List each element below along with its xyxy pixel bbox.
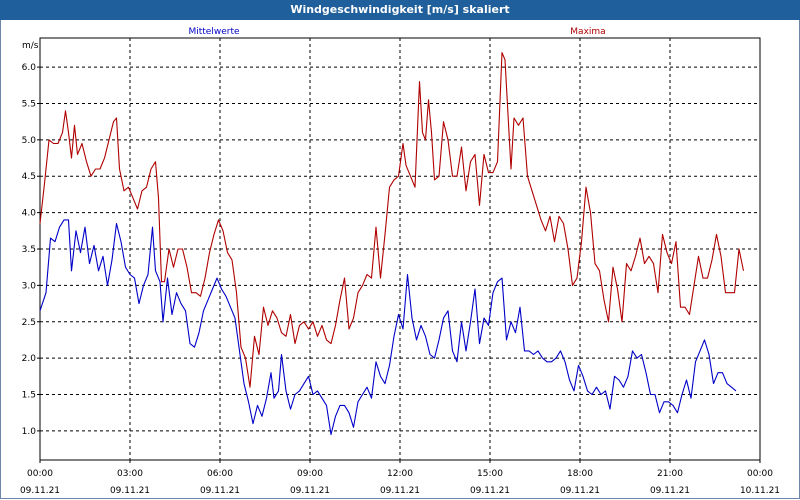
x-tick-time: 09:00: [297, 469, 323, 479]
legend-mittelwerte: Mittelwerte: [188, 27, 239, 37]
legend-maxima: Maxima: [570, 27, 605, 37]
y-tick-label: 1.5: [22, 391, 36, 401]
x-tick-date: 09.11.21: [650, 486, 690, 496]
y-tick-label: 5.5: [22, 99, 36, 109]
y-tick-label: 3.0: [22, 281, 37, 291]
x-tick-date: 09.11.21: [20, 486, 60, 496]
x-tick-date: 09.11.21: [200, 486, 240, 496]
x-tick-date: 09.11.21: [290, 486, 330, 496]
y-tick-label: 4.5: [22, 172, 36, 182]
x-tick-time: 06:00: [207, 469, 233, 479]
x-tick-date: 09.11.21: [110, 486, 150, 496]
x-tick-time: 12:00: [387, 469, 413, 479]
x-tick-date: 09.11.21: [380, 486, 420, 496]
y-tick-label: 6.0: [22, 63, 37, 73]
x-tick-time: 03:00: [117, 469, 143, 479]
y-tick-label: 1.0: [22, 427, 37, 437]
x-tick-time: 15:00: [477, 469, 503, 479]
x-tick-time: 00:00: [27, 469, 53, 479]
y-tick-label: 5.0: [22, 136, 37, 146]
x-tick-date: 09.11.21: [470, 486, 510, 496]
x-tick-date: 10.11.21: [740, 486, 780, 496]
y-axis-label: m/s: [22, 41, 39, 51]
chart-title: Windgeschwindigkeit [m/s] skaliert: [0, 0, 800, 20]
x-axis: 00:00 09.11.21 03:00 09.11.21 06:00 09.11.21 0…: [20, 460, 780, 496]
series-line-mittelwerte: [39, 219, 737, 436]
y-tick-label: 2.0: [22, 354, 37, 364]
x-tick-time: 00:00: [747, 469, 773, 479]
y-tick-label: 4.0: [22, 209, 37, 219]
y-tick-label: 2.5: [22, 318, 36, 328]
series-lines: [39, 52, 745, 436]
y-tick-label: 3.5: [22, 245, 36, 255]
x-tick-time: 18:00: [567, 469, 593, 479]
series-line-maxima: [39, 52, 745, 388]
x-tick-date: 09.11.21: [560, 486, 600, 496]
y-axis: 1.0 1.5 2.0 2.5 3.0 3.5 4.0 4.5 5.0 5.5 6.0: [22, 63, 40, 437]
x-tick-time: 21:00: [657, 469, 683, 479]
